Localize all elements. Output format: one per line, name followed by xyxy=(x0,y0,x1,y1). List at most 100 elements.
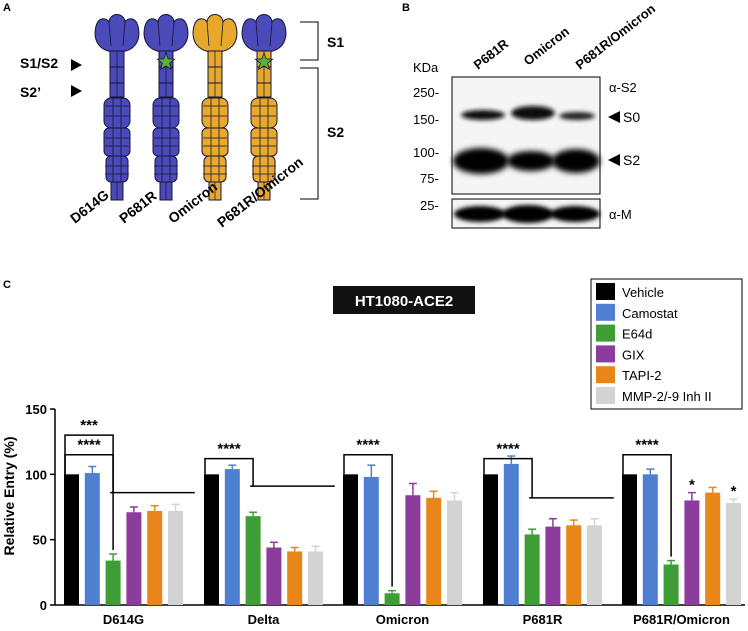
band-s2-lane3 xyxy=(552,149,600,173)
chart-plot-area: 0 50 100 150 D614G Delta Omicron P681R P681R/Omi… xyxy=(25,402,745,627)
legend-swatch xyxy=(596,303,615,321)
legend-swatch xyxy=(596,366,615,384)
s0-arrow-icon xyxy=(608,111,620,123)
significance-bracket xyxy=(204,457,254,487)
legend-label: GIX xyxy=(622,347,645,362)
legend-label: Camostat xyxy=(622,306,678,321)
kda-unit-label: KDa xyxy=(413,60,439,75)
y-tick-label: 150 xyxy=(25,402,47,417)
panel-b-western-blot: P681R Omicron P681R/Omicron KDa 250- 150… xyxy=(413,1,659,229)
bar xyxy=(245,516,261,605)
bar xyxy=(405,495,421,605)
s1s2-arrow-icon xyxy=(71,59,82,71)
band-s2-lane2 xyxy=(507,151,555,171)
significance-label: **** xyxy=(217,441,241,458)
construct-label: D614G xyxy=(67,186,112,226)
band-s0-lane1 xyxy=(461,110,505,120)
x-tick-label: Delta xyxy=(248,612,281,627)
bar xyxy=(426,497,442,605)
y-tick-label: 0 xyxy=(40,598,47,613)
bar xyxy=(663,564,679,605)
marker-150: 150- xyxy=(413,112,439,127)
bar xyxy=(266,547,282,605)
s1s2-site-label: S1/S2 xyxy=(20,55,58,71)
bar xyxy=(503,463,519,605)
spike-construct: D614G xyxy=(67,14,140,226)
significance-label: **** xyxy=(356,437,380,454)
bar xyxy=(147,510,163,605)
legend-swatch xyxy=(596,283,615,300)
bar xyxy=(105,560,121,605)
band-m-lane3 xyxy=(550,206,600,222)
bar xyxy=(287,551,303,605)
bar xyxy=(204,474,219,605)
spike-head xyxy=(192,14,238,53)
significance-label: **** xyxy=(77,437,101,454)
s2-region-label: S2 xyxy=(327,124,344,140)
significance-label: **** xyxy=(496,441,520,458)
spike-head xyxy=(143,14,189,53)
panel-letter-b: B xyxy=(402,2,410,14)
legend-label: E64d xyxy=(622,327,652,342)
band-m-lane1 xyxy=(454,206,506,222)
bar xyxy=(84,473,100,605)
blot-top xyxy=(451,76,601,195)
band-label-s0: S0 xyxy=(623,109,640,125)
spike-stalk xyxy=(103,97,131,129)
bar xyxy=(566,525,582,605)
s2prime-site-label: S2’ xyxy=(20,84,41,100)
bar xyxy=(447,500,462,605)
bar xyxy=(587,525,602,605)
mutation-star-icon xyxy=(156,51,176,71)
legend-swatch xyxy=(596,324,615,342)
significance-label: **** xyxy=(635,437,659,454)
spike-head xyxy=(241,14,287,53)
bar xyxy=(64,474,79,605)
lane-label-omicron: Omicron xyxy=(521,24,572,69)
panel-a-labels: S1/S2 S2’ S1 S2 xyxy=(20,21,344,200)
bar xyxy=(545,526,561,605)
legend-label: TAPI-2 xyxy=(622,368,662,383)
bar xyxy=(384,593,400,605)
mutation-star-icon xyxy=(254,51,274,71)
bar xyxy=(483,474,498,605)
lane-label-p681r: P681R xyxy=(471,36,512,73)
spike-stalk xyxy=(201,97,229,129)
s2prime-arrow-icon xyxy=(71,85,82,97)
significance-bracket xyxy=(622,453,672,557)
y-tick-label: 100 xyxy=(25,467,47,482)
significance-label: *** xyxy=(80,417,98,434)
band-m-lane2 xyxy=(502,205,554,223)
antibody-s2-label: α-S2 xyxy=(609,80,637,95)
lane-label-p681r-omicron: P681R/Omicron xyxy=(573,1,659,72)
bar xyxy=(224,469,240,605)
significance-bracket xyxy=(343,453,393,587)
band-s2-lane1 xyxy=(453,148,509,174)
spike-head xyxy=(94,14,140,53)
legend-label: Vehicle xyxy=(622,285,664,300)
significance-label: * xyxy=(731,483,737,500)
marker-25: 25- xyxy=(420,198,439,213)
band-s0-lane3 xyxy=(559,112,595,120)
bar xyxy=(363,476,379,605)
chart-legend: Vehicle Camostat E64d GIX TAPI-2 MMP-2/-9 Inh… xyxy=(590,278,743,410)
chart-title-box xyxy=(333,286,475,314)
legend-swatch xyxy=(596,345,615,363)
marker-75: 75- xyxy=(420,171,439,186)
legend-swatch xyxy=(596,387,615,404)
bar xyxy=(126,512,142,605)
bar xyxy=(622,474,637,605)
x-tick-label: D614G xyxy=(103,612,144,627)
antibody-m-label: α-M xyxy=(609,207,632,222)
marker-100: 100- xyxy=(413,145,439,160)
bar xyxy=(684,500,700,605)
y-axis-label: Relative Entry (%) xyxy=(1,436,17,555)
legend-frame xyxy=(590,278,743,410)
significance-bracket xyxy=(64,453,114,551)
construct-label: Omicron xyxy=(165,178,220,226)
s2-arrow-icon xyxy=(608,154,620,166)
s1-bracket xyxy=(300,21,319,61)
significance-label: * xyxy=(689,477,695,494)
